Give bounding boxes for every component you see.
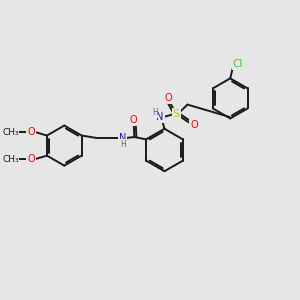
Text: Cl: Cl bbox=[233, 59, 243, 69]
Text: H: H bbox=[120, 140, 126, 149]
Text: CH₃: CH₃ bbox=[2, 128, 19, 136]
Text: N: N bbox=[119, 133, 127, 143]
Text: O: O bbox=[130, 115, 137, 125]
Text: O: O bbox=[27, 127, 35, 137]
Text: O: O bbox=[164, 93, 172, 103]
Text: O: O bbox=[190, 120, 198, 130]
Text: CH₃: CH₃ bbox=[2, 154, 19, 164]
Text: H: H bbox=[152, 108, 158, 117]
Text: O: O bbox=[27, 154, 35, 164]
Text: N: N bbox=[156, 112, 164, 122]
Text: S: S bbox=[173, 109, 180, 119]
